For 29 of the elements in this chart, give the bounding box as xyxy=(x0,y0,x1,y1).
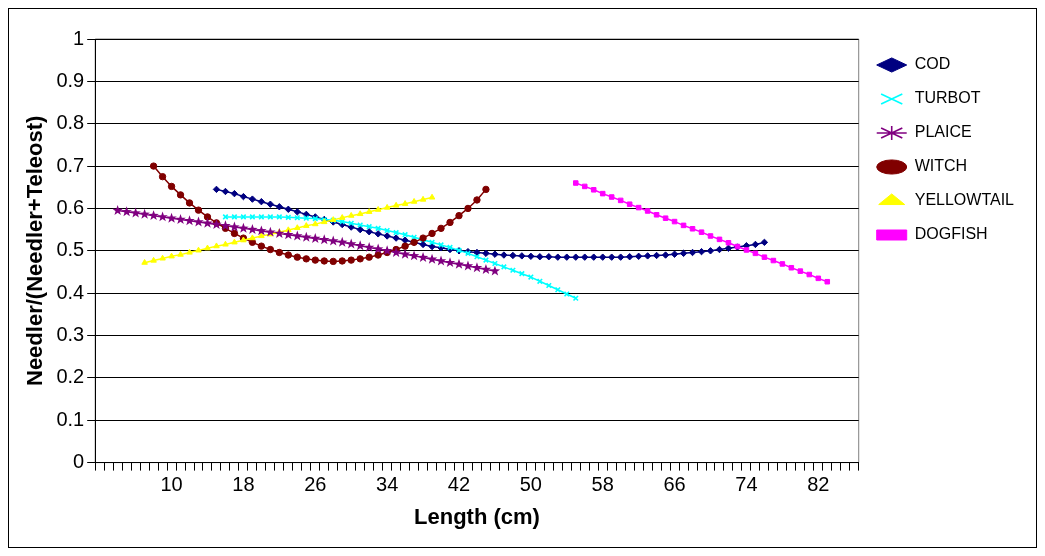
x-tick-label: 74 xyxy=(735,473,758,496)
y-tick-label: 0 xyxy=(73,450,85,473)
x-tick-label: 66 xyxy=(663,473,686,496)
y-tick-label: 0.4 xyxy=(56,280,85,303)
y-axis-title: Needler/(Needler+Teleost) xyxy=(22,115,48,387)
legend-label: YELLOWTAIL xyxy=(914,191,1015,209)
x-tick-label: 42 xyxy=(447,473,471,496)
legend-label: DOGFISH xyxy=(914,225,988,243)
y-tick-label: 0.6 xyxy=(56,195,85,218)
y-tick-label: 0.2 xyxy=(56,365,85,388)
y-tick-label: 0.8 xyxy=(56,111,85,134)
x-tick-label: 26 xyxy=(304,473,327,496)
y-tick-label: 0.3 xyxy=(56,323,85,346)
y-tick-label: 1 xyxy=(73,26,85,49)
x-tick-label: 18 xyxy=(232,473,255,496)
y-tick-label: 0.9 xyxy=(56,68,85,91)
legend-label: PLAICE xyxy=(914,123,972,141)
x-tick-label: 34 xyxy=(376,473,399,496)
legend-label: WITCH xyxy=(914,157,968,175)
x-axis-title: Length (cm) xyxy=(414,503,540,529)
x-tick-label: 10 xyxy=(160,473,183,496)
x-tick-label: 50 xyxy=(519,473,542,496)
y-tick-label: 0.7 xyxy=(56,153,85,176)
x-tick-label: 82 xyxy=(807,473,830,496)
legend-label: TURBOT xyxy=(914,89,981,107)
legend-label: COD xyxy=(914,55,951,73)
x-tick-label: 58 xyxy=(591,473,614,496)
y-tick-label: 0.5 xyxy=(56,238,85,261)
y-tick-label: 0.1 xyxy=(56,407,85,430)
